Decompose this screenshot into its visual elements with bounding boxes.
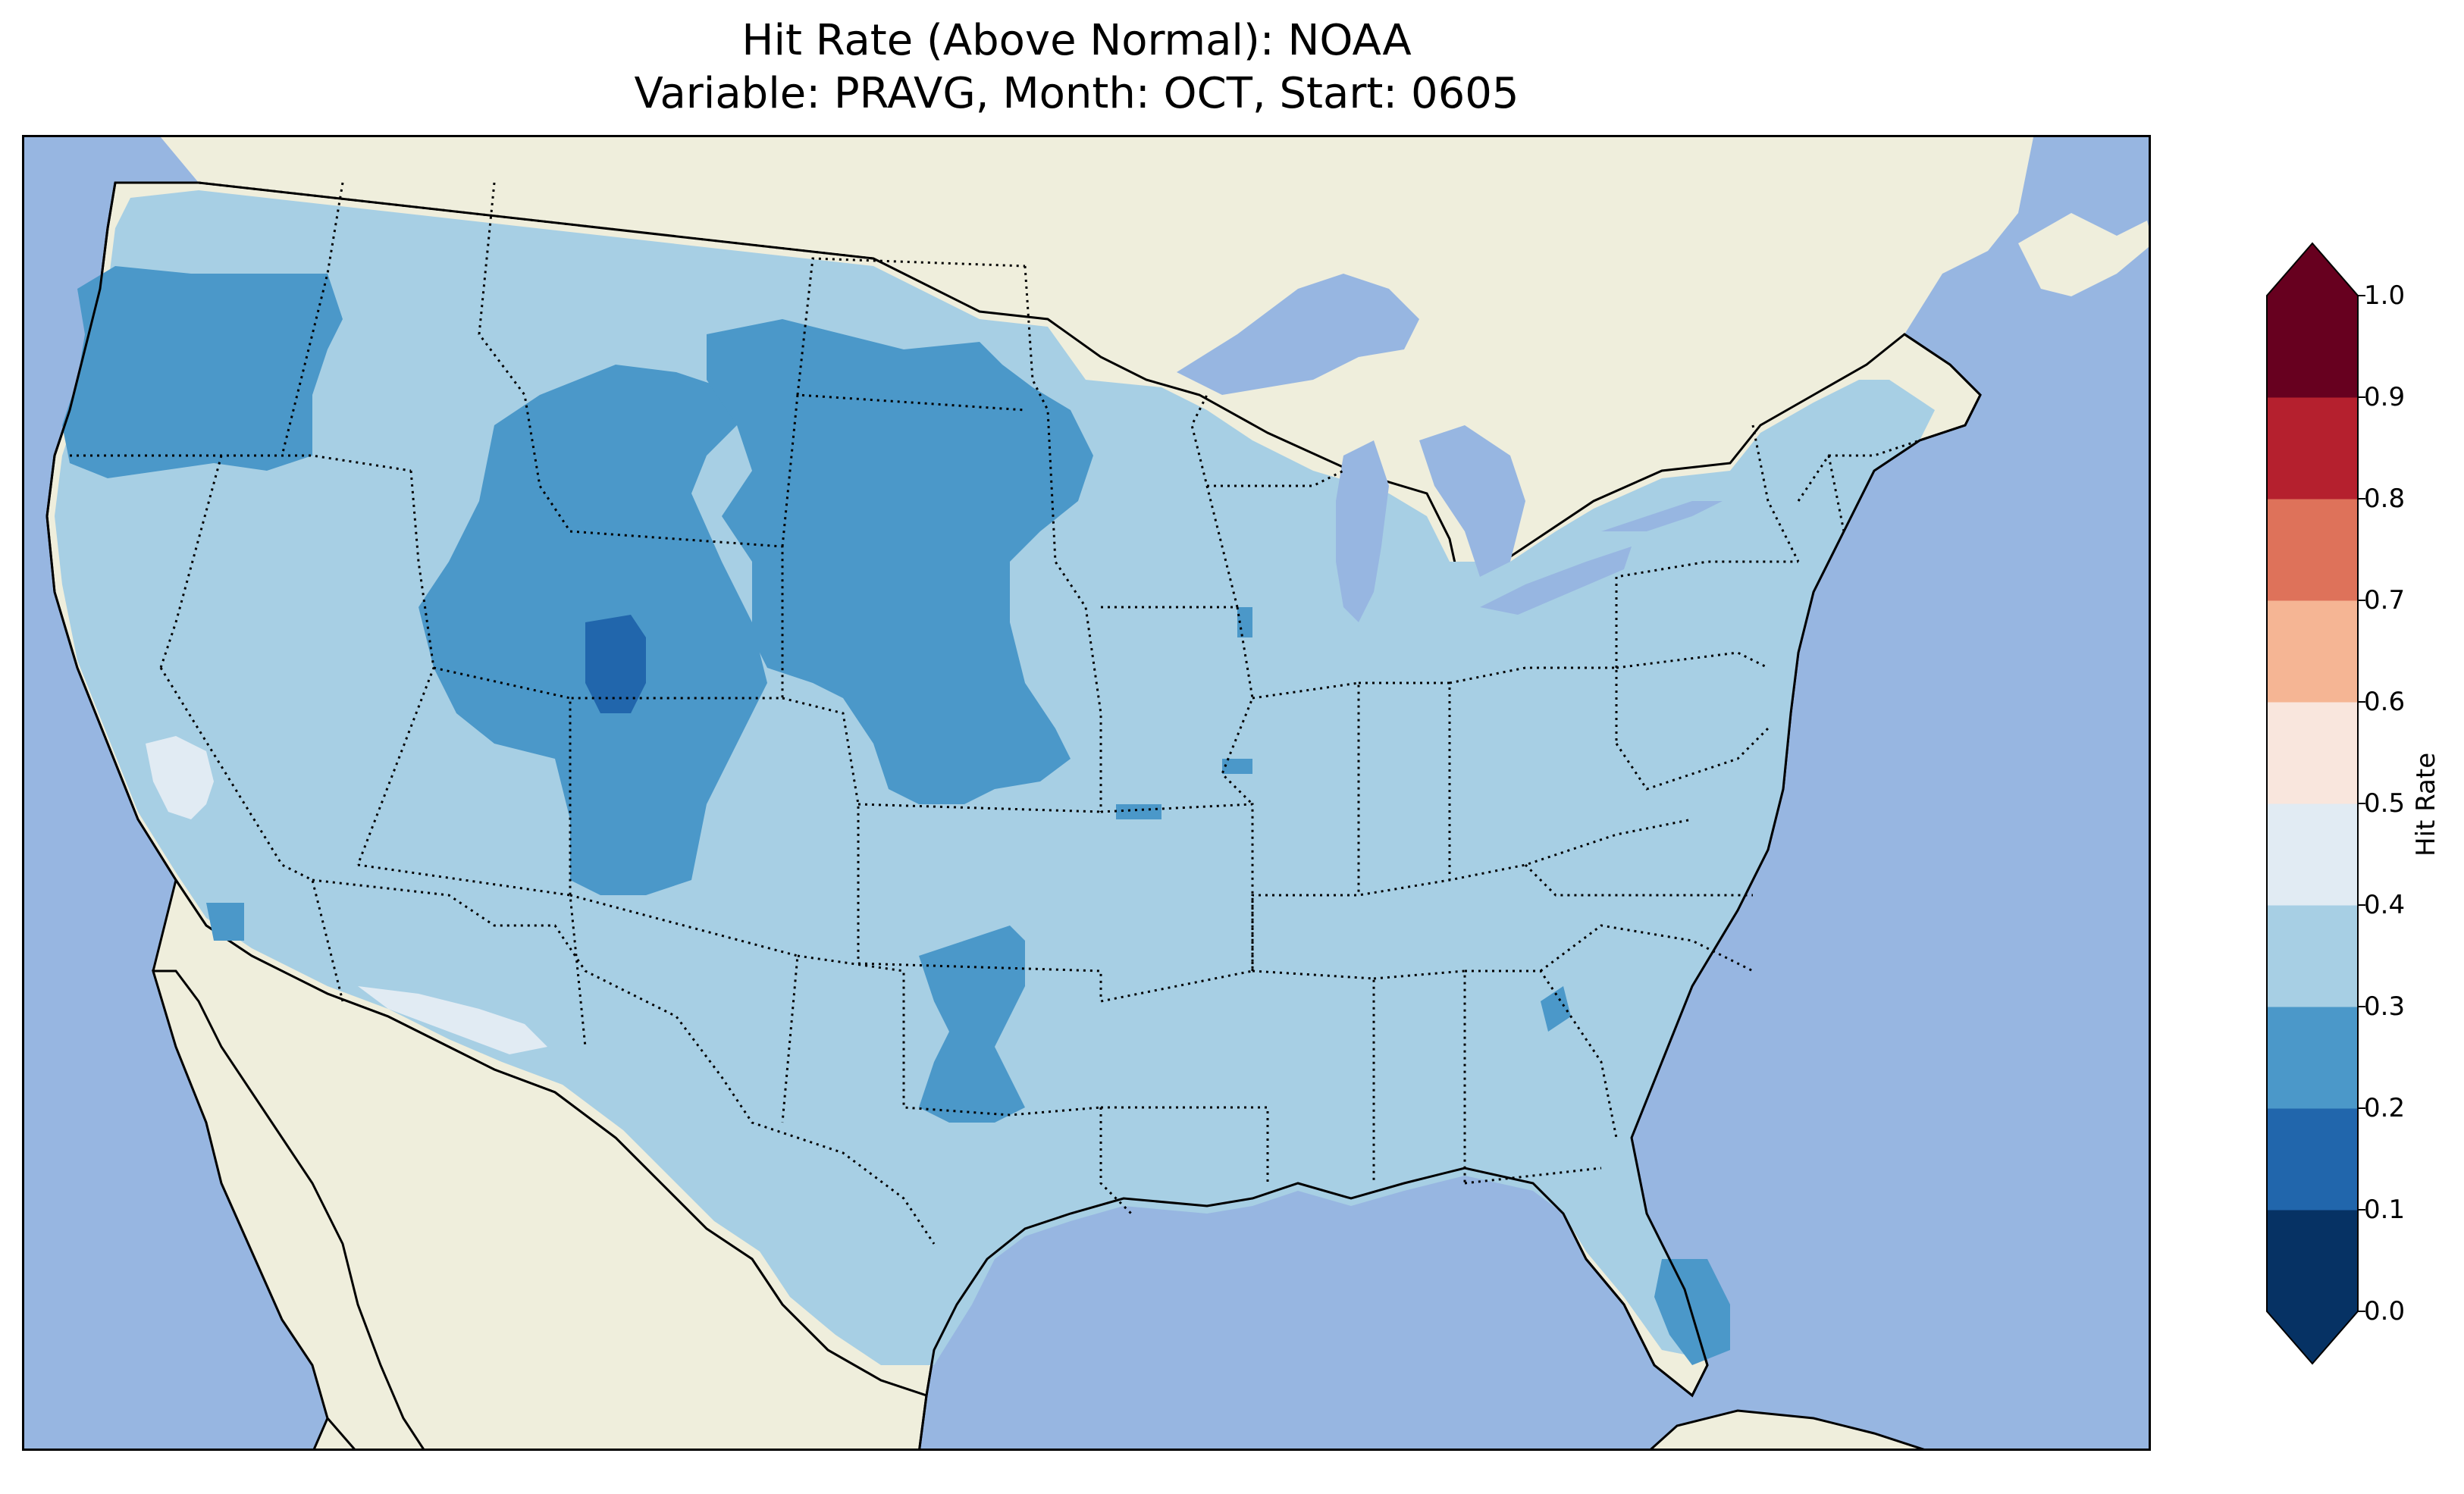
hit-rate-ozarks-0.2-0.3 bbox=[1222, 759, 1252, 774]
colorbar-label: Hit Rate bbox=[2411, 752, 2441, 857]
canada-land bbox=[161, 137, 2033, 607]
colorbar-bin bbox=[2267, 1007, 2358, 1109]
hit-rate-dakotas-0.2-0.3 bbox=[707, 319, 1093, 804]
colorbar-bin bbox=[2267, 803, 2358, 906]
lake-huron bbox=[1419, 425, 1525, 577]
colorbar-tick-label: 1.0 bbox=[2364, 280, 2406, 311]
colorbar-bin bbox=[2267, 1108, 2358, 1211]
hit-rate-okpanhandle-0.2-0.3 bbox=[919, 926, 1025, 1123]
colorbar-tick-label: 0.9 bbox=[2364, 382, 2406, 412]
map-panel bbox=[22, 135, 2151, 1451]
colorbar-extend-min bbox=[2267, 1311, 2358, 1364]
cuba-land bbox=[1650, 1409, 1925, 1449]
colorbar-tick-label: 0.5 bbox=[2364, 788, 2406, 819]
colorbar-bin bbox=[2267, 499, 2358, 601]
baja-peninsula bbox=[151, 969, 425, 1449]
colorbar-tick-label: 0.7 bbox=[2364, 585, 2406, 615]
hit-rate-iowa-0.2-0.3 bbox=[1237, 607, 1252, 637]
lake-ontario bbox=[1601, 501, 1723, 531]
colorbar-bin bbox=[2267, 905, 2358, 1007]
state-borders bbox=[70, 182, 1920, 1215]
hit-rate-core-0.1-0.2 bbox=[585, 615, 646, 713]
maritimes-land bbox=[2018, 213, 2149, 296]
colorbar-tick-label: 0.8 bbox=[2364, 484, 2406, 514]
colorbar-tick-label: 0.2 bbox=[2364, 1093, 2406, 1123]
lake-michigan bbox=[1336, 440, 1389, 622]
lake-erie bbox=[1480, 547, 1632, 615]
colorbar-graphic bbox=[2266, 242, 2365, 1365]
colorbar-tick-label: 0.3 bbox=[2364, 991, 2406, 1022]
colorbar-tick-label: 0.0 bbox=[2364, 1296, 2406, 1326]
colorbar-bin bbox=[2267, 702, 2358, 804]
hit-rate-nebraska-0.2-0.3 bbox=[1116, 804, 1161, 819]
colorbar-tick-label: 0.4 bbox=[2364, 890, 2406, 920]
hit-rate-georgia-0.2-0.3 bbox=[1541, 986, 1571, 1032]
colorbar-bin bbox=[2267, 1210, 2358, 1312]
hit-rate-california-coast-0.2-0.3 bbox=[206, 903, 244, 941]
map-title-line1: Hit Rate (Above Normal): NOAA bbox=[741, 16, 1412, 65]
colorbar bbox=[2266, 242, 2365, 1365]
lake-superior bbox=[1177, 274, 1419, 395]
map-title-line2: Variable: PRAVG, Month: OCT, Start: 0605 bbox=[634, 69, 1519, 118]
coastlines bbox=[45, 182, 1982, 1449]
colorbar-tick-label: 0.6 bbox=[2364, 687, 2406, 717]
lakes bbox=[1177, 274, 1723, 622]
colorbar-bin bbox=[2267, 397, 2358, 500]
hit-rate-border-0.4-0.5 bbox=[358, 986, 547, 1054]
map-canvas bbox=[24, 137, 2149, 1449]
colorbar-bin bbox=[2267, 296, 2358, 398]
hit-rate-pnw-0.2-0.3 bbox=[62, 266, 343, 478]
colorbar-tick-label: 0.1 bbox=[2364, 1195, 2406, 1225]
hit-rate-california-0.4-0.5 bbox=[146, 736, 214, 819]
colorbar-bin bbox=[2267, 600, 2358, 703]
colorbar-extend-max bbox=[2267, 243, 2358, 296]
